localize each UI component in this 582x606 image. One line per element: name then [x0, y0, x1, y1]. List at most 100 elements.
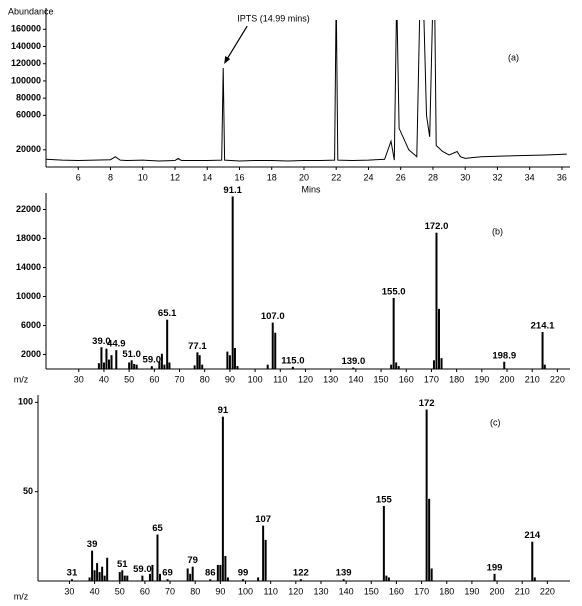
y-tick-label: 100000: [11, 75, 41, 85]
y-tick-label: 10000: [16, 291, 41, 301]
peak-bar: [216, 564, 219, 581]
x-tick-label: 16: [234, 172, 244, 182]
peak-bar: [123, 575, 126, 581]
x-tick-label: 10: [138, 172, 148, 182]
peak-bar: [196, 352, 199, 369]
peak-bar: [226, 577, 229, 581]
x-tick-label: 140: [348, 374, 363, 384]
x-tick-label: 180: [449, 374, 464, 384]
y-tick-label: 18000: [16, 233, 41, 243]
y-axis-label: Abundance: [8, 6, 54, 16]
peak-bar: [543, 364, 546, 369]
peak-label: 59.0: [143, 355, 162, 366]
x-tick-label: 28: [428, 172, 438, 182]
y-tick-label: 120000: [11, 58, 41, 68]
peak-label: 79: [187, 555, 198, 566]
peak-bar: [221, 416, 224, 581]
peak-label: 115.0: [281, 355, 304, 366]
peak-bar: [231, 196, 234, 369]
peak-bar: [158, 573, 161, 581]
peak-bar: [163, 364, 166, 369]
peak-bar: [156, 534, 159, 581]
peak-bar: [395, 362, 398, 369]
peak-bar: [533, 577, 536, 581]
peak-bar: [98, 572, 101, 581]
x-tick-label: 18: [267, 172, 277, 182]
x-tick-label: 90: [215, 586, 225, 596]
peak-bar: [428, 498, 431, 581]
x-tick-label: 24: [363, 172, 373, 182]
x-tick-label: 20: [299, 172, 309, 182]
peak-bar: [103, 575, 106, 581]
x-tick-label: 150: [364, 586, 379, 596]
x-tick-label: 90: [225, 374, 235, 384]
x-tick-label: 130: [313, 586, 328, 596]
peak-label: 172.0: [425, 221, 449, 232]
peak-bar: [97, 363, 100, 369]
peak-label: 77.1: [188, 341, 207, 352]
peak-bar: [121, 570, 124, 581]
peak-bar: [110, 355, 113, 369]
peak-label: 65: [152, 523, 163, 534]
peak-label: 51.0: [122, 349, 141, 360]
peak-bar: [186, 568, 189, 581]
peak-label: 51: [117, 559, 128, 570]
peak-bar: [228, 355, 231, 369]
annotation-arrow: [224, 25, 248, 63]
x-tick-label: 34: [525, 172, 535, 182]
peak-bar: [168, 362, 171, 369]
peak-bar: [209, 579, 212, 581]
peak-bar: [392, 297, 395, 369]
peak-bar: [135, 364, 138, 369]
peak-bar: [189, 573, 192, 581]
peak-label: 198.9: [492, 350, 516, 361]
x-tick-label: 12: [170, 172, 180, 182]
x-tick-label: 130: [323, 374, 338, 384]
x-tick-label: 6: [76, 172, 81, 182]
peak-label: 214: [524, 530, 541, 541]
peak-label: 59.0: [133, 564, 152, 575]
peak-label: 91: [218, 405, 229, 416]
peak-label: 139: [336, 568, 352, 579]
peak-bar: [438, 308, 440, 369]
peak-bar: [101, 566, 104, 581]
arrow-head: [224, 56, 231, 65]
annotation: IPTS (14.99 mins): [237, 13, 310, 23]
x-tick-label: 30: [460, 172, 470, 182]
peak-bar: [100, 347, 103, 369]
peak-bar: [242, 579, 245, 581]
x-axis-label: m/z: [14, 374, 29, 384]
peak-bar: [166, 579, 169, 581]
peak-bar: [390, 364, 393, 369]
x-tick-label: 80: [200, 374, 210, 384]
peak-bar: [274, 332, 277, 369]
x-axis-label: Mins: [301, 184, 321, 194]
x-tick-label: 60: [140, 586, 150, 596]
x-tick-label: 8: [108, 172, 113, 182]
peak-bar: [432, 360, 435, 369]
x-tick-label: 26: [396, 172, 406, 182]
x-tick-label: 14: [202, 172, 212, 182]
x-tick-label: 110: [273, 374, 287, 384]
panel-label: (a): [508, 52, 519, 62]
y-tick-label: 160000: [11, 24, 41, 34]
chromatogram-trace: [46, 20, 567, 162]
x-tick-label: 180: [439, 586, 454, 596]
peak-bar: [130, 360, 133, 369]
peak-bar: [158, 361, 161, 369]
x-tick-label: 70: [175, 374, 185, 384]
peak-bar: [257, 577, 260, 581]
peak-label: 122: [293, 568, 309, 579]
peak-label: 214.1: [531, 321, 555, 332]
peak-bar: [397, 366, 400, 369]
peak-bar: [236, 366, 239, 369]
peak-label: 91.1: [223, 185, 242, 196]
x-tick-label: 22: [331, 172, 341, 182]
x-tick-label: 110: [263, 586, 277, 596]
peak-label: 99: [238, 568, 249, 579]
peak-bar: [342, 579, 345, 581]
y-tick-label: 6000: [21, 320, 41, 330]
y-tick-label: 14000: [16, 262, 41, 272]
peak-bar: [107, 359, 110, 369]
peak-bar: [118, 572, 121, 581]
